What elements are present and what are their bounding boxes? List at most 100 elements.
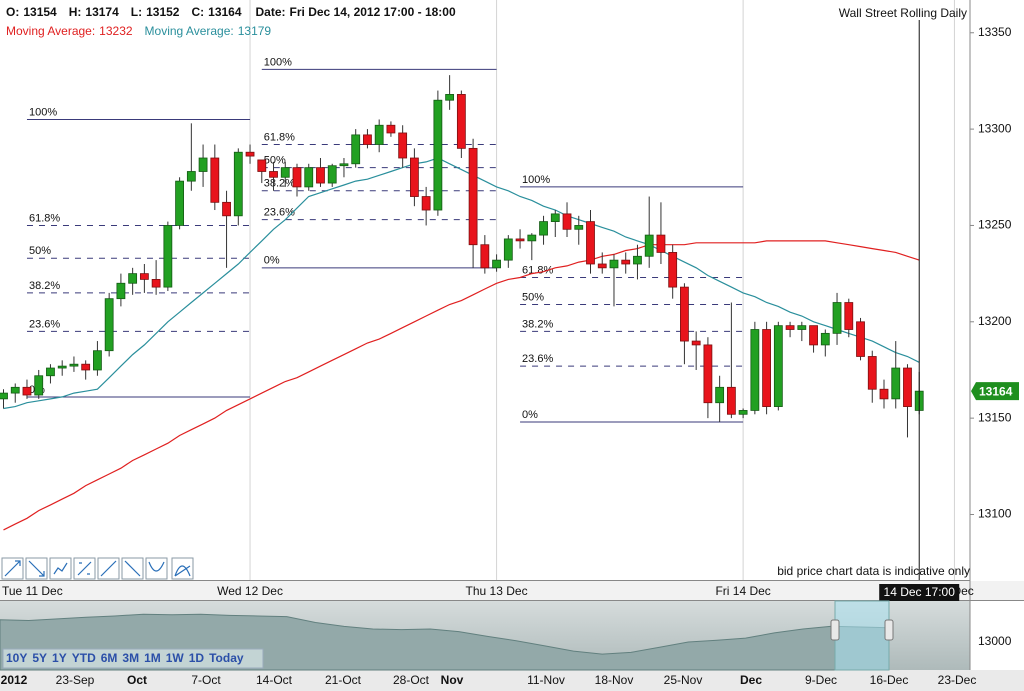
navigator-selection — [834, 600, 890, 671]
candle — [762, 321, 771, 415]
candle — [363, 129, 372, 149]
candle — [374, 119, 384, 153]
tool-fan[interactable] — [171, 557, 194, 580]
legend-value: 13179 — [238, 24, 272, 38]
candle-body — [22, 386, 32, 396]
range-button[interactable]: 1Y — [52, 651, 67, 665]
x-tick-label: Tue 11 Dec — [2, 584, 63, 598]
candle-body — [128, 273, 138, 284]
fib-level-label: 38.2% — [264, 178, 295, 190]
candle-body — [10, 386, 20, 394]
ohlc-label: O: — [6, 5, 19, 19]
candle — [151, 260, 161, 295]
legend-label: Moving Average: — [145, 24, 234, 38]
candle-body — [57, 365, 67, 369]
range-button[interactable]: 1M — [144, 651, 161, 665]
candle — [691, 331, 701, 370]
candle — [304, 163, 314, 191]
candle — [386, 121, 396, 137]
navigator-x-label: 18-Nov — [595, 673, 634, 687]
fib-level-label: 38.2% — [29, 280, 60, 292]
navigator-x-label: 25-Nov — [664, 673, 703, 687]
range-button[interactable]: 3M — [122, 651, 139, 665]
range-button-bar — [2, 648, 264, 669]
fib-level-label: 100% — [264, 56, 292, 68]
tool-trend-up[interactable] — [1, 557, 24, 580]
candle-body — [233, 151, 243, 217]
range-button[interactable]: Today — [209, 651, 244, 665]
candle-body — [515, 238, 525, 242]
candle — [46, 364, 55, 384]
candle-body — [151, 279, 161, 288]
candle-body — [844, 302, 854, 330]
fib-level-label: 100% — [522, 174, 550, 186]
fib-level-label: 38.2% — [522, 318, 553, 330]
candle-body — [726, 386, 736, 415]
candle — [398, 125, 408, 168]
candle-body — [644, 234, 654, 257]
candle-body — [809, 325, 818, 346]
candle-body — [69, 363, 79, 367]
tool-line-down[interactable] — [121, 557, 144, 580]
candle-body — [339, 163, 349, 167]
navigator-x-label: 23-Dec — [938, 673, 977, 687]
candle-body — [409, 157, 419, 197]
tool-scatter[interactable] — [49, 557, 72, 580]
candle-body — [93, 350, 102, 371]
navigator-x-label: 11-Nov — [527, 673, 565, 687]
candle — [163, 221, 173, 291]
ohlc-value: 13164 — [208, 5, 242, 19]
candle-body — [562, 213, 572, 230]
navigator-handle[interactable] — [884, 619, 894, 641]
candle — [327, 163, 337, 187]
candle-body — [609, 259, 619, 269]
candle-body — [34, 375, 44, 396]
ohlc-value: 13152 — [146, 5, 180, 19]
navigator-x-label: 21-Oct — [325, 673, 362, 687]
range-button[interactable]: YTD — [72, 651, 96, 665]
candle-body — [879, 388, 889, 400]
candle-body — [691, 340, 701, 346]
navigator-handle[interactable] — [830, 619, 840, 641]
fib-level-label: 61.8% — [264, 131, 295, 143]
candle — [116, 273, 126, 307]
range-button[interactable]: 1W — [166, 651, 185, 665]
candle — [316, 158, 325, 187]
navigator-x-label: 2012 — [1, 673, 28, 687]
candle-body — [163, 225, 173, 288]
candle-body — [773, 325, 783, 407]
tool-trend-down[interactable] — [25, 557, 48, 580]
navigator-x-label: 7-Oct — [191, 673, 221, 687]
tool-arc[interactable] — [145, 557, 168, 580]
candle — [621, 252, 631, 274]
candle-body — [175, 180, 185, 226]
candle — [468, 138, 478, 268]
candle — [785, 321, 795, 338]
candle-body — [386, 124, 396, 134]
fib-level-label: 61.8% — [29, 212, 60, 224]
x-tick-label: Thu 13 Dec — [466, 584, 528, 598]
candle — [128, 267, 138, 295]
candle-body — [539, 221, 548, 236]
candle — [257, 159, 267, 184]
candle-body — [832, 302, 842, 334]
candle-body — [198, 157, 208, 172]
candle — [773, 321, 783, 411]
candle — [656, 202, 666, 264]
fib-level-label: 50% — [29, 245, 51, 257]
range-button[interactable]: 6M — [101, 651, 118, 665]
candle-body — [597, 263, 607, 269]
navigator-x-label: Dec — [740, 673, 762, 687]
tool-line-up[interactable] — [97, 557, 120, 580]
candle — [245, 144, 255, 164]
candle — [269, 161, 278, 191]
candle-body — [304, 167, 314, 188]
tool-percent[interactable] — [73, 557, 96, 580]
range-button[interactable]: 10Y — [6, 651, 27, 665]
range-button[interactable]: 1D — [189, 651, 205, 665]
fib-level-label: 23.6% — [29, 318, 60, 330]
candle — [210, 144, 220, 211]
fib-level-label: 50% — [264, 155, 286, 167]
range-button[interactable]: 5Y — [32, 651, 47, 665]
